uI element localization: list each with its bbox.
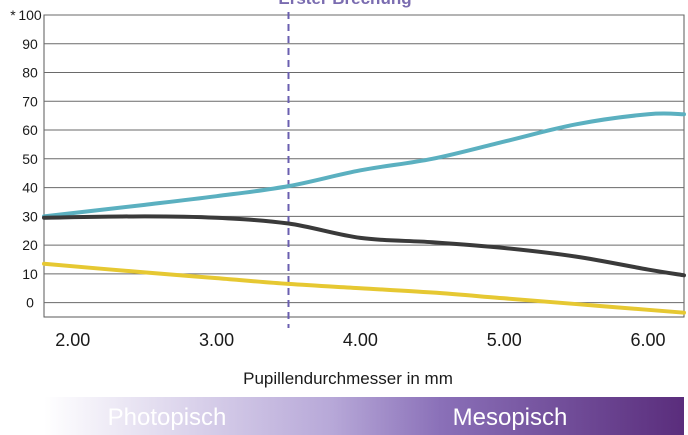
y-axis-asterisk: * [10, 7, 16, 23]
band-label-photopisch: Photopisch [108, 404, 227, 431]
y-tick-label: 60 [22, 122, 38, 138]
x-axis-ticks: 2.00 3.00 4.00 5.00 6.00 [55, 330, 665, 350]
band-label-mesopisch: Mesopisch [453, 404, 568, 431]
y-tick-label: 30 [22, 208, 38, 224]
series-line-dark [42, 214, 686, 278]
y-tick-label: 40 [22, 180, 38, 196]
series-lines [42, 111, 686, 315]
x-tick-label: 3.00 [199, 330, 234, 350]
x-tick-label: 2.00 [55, 330, 90, 350]
y-tick-label: 80 [22, 65, 38, 81]
chart-title: Erster Brechung [278, 0, 411, 8]
light-condition-band [44, 397, 684, 435]
y-tick-label: 100 [18, 7, 42, 23]
y-tick-label: 20 [22, 237, 38, 253]
y-axis-ticks: 0 10 20 30 40 50 60 70 80 90 100 [18, 7, 42, 311]
series-line-yellow [42, 261, 686, 315]
y-tick-label: 90 [22, 36, 38, 52]
x-tick-label: 5.00 [487, 330, 522, 350]
y-tick-label: 0 [26, 295, 34, 311]
x-axis-label: Pupillendurchmesser in mm [243, 369, 453, 388]
y-tick-label: 10 [22, 266, 38, 282]
x-tick-label: 6.00 [631, 330, 666, 350]
y-tick-label: 50 [22, 151, 38, 167]
y-tick-label: 70 [22, 93, 38, 109]
series-line-teal [42, 111, 686, 219]
x-tick-label: 4.00 [343, 330, 378, 350]
